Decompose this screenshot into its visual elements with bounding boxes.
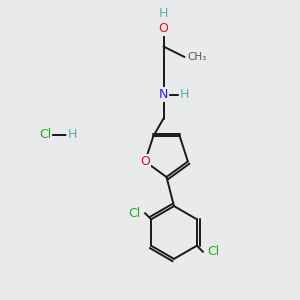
Text: N: N	[159, 88, 168, 101]
Text: H: H	[67, 128, 77, 142]
Text: Cl: Cl	[39, 128, 51, 142]
Text: H: H	[180, 88, 189, 101]
Text: Cl: Cl	[207, 245, 220, 258]
Text: O: O	[159, 22, 168, 35]
Text: Cl: Cl	[128, 207, 141, 220]
Text: O: O	[140, 155, 150, 168]
Text: H: H	[159, 7, 168, 20]
Text: CH₃: CH₃	[188, 52, 207, 62]
